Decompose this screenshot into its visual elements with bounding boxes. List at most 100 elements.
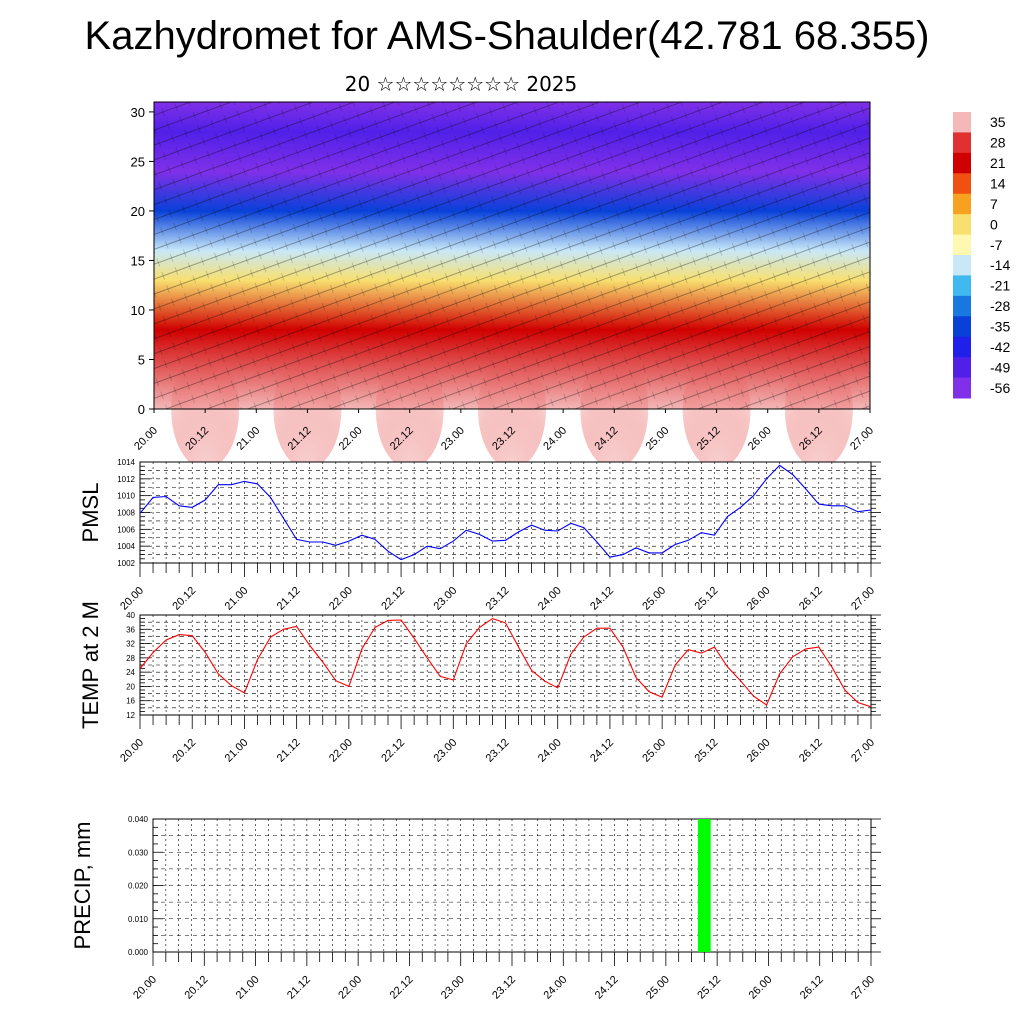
y-tick-label: 25 bbox=[131, 154, 145, 169]
x-tick-label: 20.12 bbox=[182, 974, 210, 1002]
colorbar-swatch bbox=[953, 193, 971, 215]
x-tick-label: 26.12 bbox=[797, 737, 825, 765]
y-tick-label: 16 bbox=[126, 697, 135, 706]
x-tick-label: 20.00 bbox=[118, 737, 146, 765]
x-tick-label: 22.00 bbox=[336, 974, 364, 1002]
x-tick-label: 23.00 bbox=[431, 737, 459, 765]
x-tick-label: 21.12 bbox=[275, 737, 303, 765]
x-tick-label: 22.00 bbox=[327, 585, 355, 613]
y-axis-title: PMSL bbox=[78, 483, 103, 543]
colorbar-swatch bbox=[953, 295, 971, 317]
page-subtitle: 20 ☆☆☆☆☆☆☆☆ 2025 bbox=[344, 72, 578, 96]
y-tick-label: 20 bbox=[131, 204, 145, 219]
y-tick-label: 1006 bbox=[117, 525, 135, 534]
colorbar-label: -21 bbox=[990, 278, 1010, 294]
y-tick-label: 1008 bbox=[117, 509, 135, 518]
x-tick-label: 21.12 bbox=[285, 974, 313, 1002]
x-tick-label: 24.00 bbox=[536, 585, 564, 613]
x-tick-label: 26.00 bbox=[745, 737, 773, 765]
colorbar-label: 35 bbox=[990, 114, 1006, 130]
x-tick-label: 24.00 bbox=[536, 737, 564, 765]
colorbar-swatch bbox=[953, 357, 971, 379]
x-tick-label: 21.12 bbox=[275, 585, 303, 613]
colorbar-swatch bbox=[953, 152, 971, 174]
y-tick-label: 1010 bbox=[117, 492, 135, 501]
x-tick-label: 21.00 bbox=[234, 974, 262, 1002]
colorbar-label: -42 bbox=[990, 339, 1010, 355]
colorbar-swatch bbox=[953, 132, 971, 154]
x-tick-label: 23.12 bbox=[484, 737, 512, 765]
wind-barbs bbox=[154, 102, 870, 409]
x-tick-label: 25.12 bbox=[693, 585, 721, 613]
x-tick-label: 20.00 bbox=[118, 585, 146, 613]
colorbar-swatch bbox=[953, 214, 971, 236]
x-tick-label: 24.00 bbox=[541, 974, 569, 1002]
x-tick-label: 27.00 bbox=[849, 585, 877, 613]
y-tick-label: 1004 bbox=[117, 542, 135, 551]
x-tick-label: 25.00 bbox=[644, 974, 672, 1002]
x-tick-label: 23.12 bbox=[484, 585, 512, 613]
x-tick-label: 23.00 bbox=[439, 974, 467, 1002]
y-axis-title: PRECIP, mm bbox=[70, 822, 95, 950]
x-tick-label: 22.00 bbox=[327, 737, 355, 765]
colorbar-swatch bbox=[953, 336, 971, 358]
x-tick-label: 21.00 bbox=[223, 737, 251, 765]
page-title: Kazhydromet for AMS-Shaulder(42.781 68.3… bbox=[84, 14, 930, 58]
y-tick-label: 0.020 bbox=[128, 882, 149, 891]
colorbar-swatch bbox=[953, 173, 971, 195]
x-tick-label: 24.00 bbox=[541, 425, 569, 453]
colorbar-label: -56 bbox=[990, 380, 1010, 396]
y-tick-label: 10 bbox=[131, 303, 145, 318]
colorbar-label: 28 bbox=[990, 135, 1006, 151]
y-tick-label: 36 bbox=[126, 625, 135, 634]
colorbar-label: -35 bbox=[990, 319, 1010, 335]
x-tick-label: 23.12 bbox=[490, 974, 518, 1002]
precip-panel: 0.000 0.010 0.020 0.030 0.040 20.00 20.12 21.00… bbox=[70, 815, 881, 1002]
colorbar-swatch bbox=[953, 275, 971, 297]
series-line bbox=[139, 464, 872, 561]
y-tick-label: 1012 bbox=[117, 475, 135, 484]
x-tick-label: 22.12 bbox=[379, 585, 407, 613]
precip-bar bbox=[697, 819, 711, 952]
x-tick-label: 25.00 bbox=[644, 425, 672, 453]
x-tick-label: 26.12 bbox=[797, 585, 825, 613]
x-tick-label: 26.00 bbox=[747, 974, 775, 1002]
x-tick-label: 20.12 bbox=[170, 585, 198, 613]
x-tick-label: 25.00 bbox=[640, 737, 668, 765]
y-tick-label: 15 bbox=[131, 253, 145, 268]
colorbar: 35 28 21 14 7 0 -7 -14 -21 -28 -35 -42 -49 -56 bbox=[953, 112, 1010, 399]
x-tick-label: 21.00 bbox=[234, 425, 262, 453]
y-tick-label: 0.030 bbox=[128, 848, 149, 857]
x-tick-label: 24.12 bbox=[588, 585, 616, 613]
y-tick-label: 1014 bbox=[117, 458, 135, 467]
x-tick-label: 22.12 bbox=[388, 974, 416, 1002]
y-tick-label: 12 bbox=[126, 711, 135, 720]
x-tick-label: 20.00 bbox=[131, 974, 159, 1002]
x-tick-label: 26.12 bbox=[798, 974, 826, 1002]
y-tick-label: 30 bbox=[131, 105, 145, 120]
y-tick-label: 40 bbox=[126, 611, 135, 620]
colorbar-swatch bbox=[953, 255, 971, 276]
x-tick-label: 25.12 bbox=[695, 974, 723, 1002]
y-tick-label: 28 bbox=[126, 654, 135, 663]
x-tick-label: 21.00 bbox=[223, 585, 251, 613]
y-tick-label: 0.000 bbox=[128, 948, 149, 957]
x-tick-label: 22.00 bbox=[337, 425, 365, 453]
x-tick-label: 26.00 bbox=[745, 585, 773, 613]
x-tick-label: 27.00 bbox=[849, 737, 877, 765]
colorbar-label: -49 bbox=[990, 359, 1010, 375]
colorbar-label: 7 bbox=[990, 196, 998, 212]
y-tick-label: 32 bbox=[126, 640, 135, 649]
y-tick-label: 0 bbox=[138, 402, 145, 417]
y-tick-label: 20 bbox=[126, 682, 135, 691]
colorbar-label: -7 bbox=[990, 237, 1003, 253]
y-tick-label: 1002 bbox=[117, 559, 135, 568]
x-tick-label: 25.00 bbox=[640, 585, 668, 613]
x-tick-label: 24.12 bbox=[593, 974, 621, 1002]
x-tick-label: 26.00 bbox=[746, 425, 774, 453]
y-tick-label: 5 bbox=[138, 352, 145, 367]
colorbar-swatch bbox=[953, 234, 971, 256]
y-tick-label: 0.010 bbox=[128, 915, 149, 924]
